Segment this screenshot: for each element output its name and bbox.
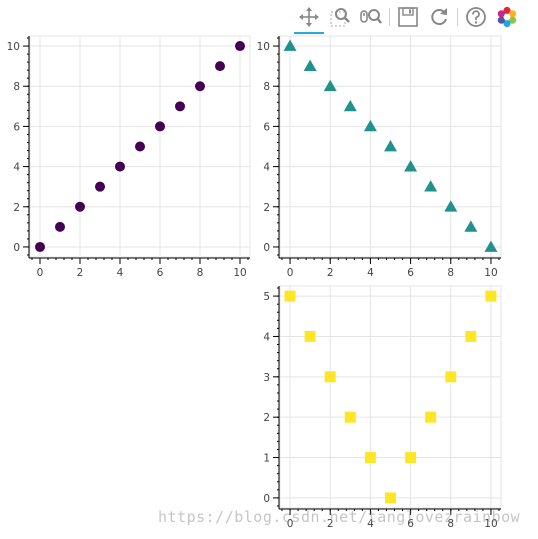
x-tick-label: 10 (484, 267, 497, 279)
bokeh-logo[interactable] (494, 4, 520, 30)
data-point-triangle (484, 240, 498, 252)
y-tick-label: 2 (263, 202, 270, 214)
y-tick-label: 0 (13, 242, 20, 254)
data-point-circle (115, 161, 125, 172)
y-tick-label: 2 (13, 202, 20, 214)
x-tick-label: 0 (287, 267, 294, 279)
data-point-triangle (404, 160, 418, 172)
x-tick-label: 4 (367, 267, 374, 279)
x-tick-label: 4 (117, 267, 124, 279)
data-point-circle (175, 101, 185, 112)
toolbar (294, 2, 525, 34)
x-tick-label: 0 (37, 267, 44, 279)
data-point-square (465, 330, 477, 342)
x-tick-label: 6 (407, 267, 414, 279)
y-tick-label: 6 (13, 121, 20, 133)
data-point-triangle (444, 200, 458, 212)
data-point-square (425, 411, 437, 423)
data-point-square (284, 290, 296, 302)
x-tick-label: 6 (157, 267, 164, 279)
data-point-triangle (323, 79, 337, 92)
reset-icon (431, 8, 447, 26)
help-tool[interactable] (463, 4, 489, 30)
x-tick-label: 2 (327, 267, 334, 279)
data-point-triangle (424, 180, 438, 192)
x-tick-label: 2 (327, 518, 334, 530)
wheel-zoom-tool[interactable] (358, 4, 384, 30)
plot-3: 0 2 4 6 8 10 0 1 2 3 4 5 (263, 285, 502, 530)
pan-icon (299, 7, 319, 27)
y-tick-label: 4 (13, 162, 20, 174)
x-tick-label: 10 (233, 267, 246, 279)
help-icon (466, 7, 486, 27)
data-point-triangle (343, 99, 357, 112)
data-point-circle (195, 81, 205, 92)
data-point-circle (135, 141, 145, 152)
plot-1: 0 2 4 6 8 10 0 2 4 6 8 10 (7, 35, 251, 279)
plot-frame[interactable] (279, 285, 502, 509)
data-point-triangle (363, 119, 377, 132)
data-point-square (344, 411, 356, 423)
y-tick-label: 8 (13, 81, 20, 93)
y-tick-label: 1 (263, 453, 270, 465)
data-point-circle (215, 61, 225, 72)
wheel-zoom-icon (360, 9, 382, 24)
x-tick-label: 4 (367, 518, 374, 530)
x-tick-label: 8 (447, 267, 454, 279)
data-point-square (445, 371, 457, 383)
x-tick-label: 2 (77, 267, 84, 279)
y-tick-label: 5 (263, 291, 270, 303)
box-zoom-tool[interactable] (327, 4, 353, 30)
data-point-circle (75, 201, 85, 212)
toolbar-separator (457, 8, 458, 26)
data-point-triangle (384, 140, 397, 152)
save-icon (398, 7, 418, 27)
data-point-circle (35, 241, 45, 252)
data-point-square (405, 452, 417, 464)
data-point-square (304, 330, 316, 342)
data-point-circle (95, 181, 105, 192)
x-tick-label: 0 (287, 518, 294, 530)
pan-tool[interactable] (294, 4, 324, 34)
y-tick-label: 4 (263, 331, 270, 343)
reset-tool[interactable] (426, 4, 452, 30)
y-tick-label: 10 (7, 41, 20, 53)
y-tick-label: 0 (263, 242, 270, 254)
data-point-square (324, 371, 336, 383)
y-tick-label: 2 (263, 412, 270, 424)
y-tick-label: 4 (263, 162, 270, 174)
y-tick-label: 6 (263, 121, 270, 133)
save-tool[interactable] (395, 4, 421, 30)
y-tick-label: 8 (263, 81, 270, 93)
x-tick-label: 10 (484, 518, 497, 530)
data-point-triangle (303, 59, 317, 72)
data-point-square (385, 492, 396, 504)
x-tick-label: 8 (447, 518, 454, 530)
toolbar-separator (389, 8, 390, 26)
data-point-triangle (283, 39, 297, 51)
y-tick-label: 10 (257, 41, 270, 53)
x-tick-label: 6 (407, 518, 414, 530)
x-tick-label: 8 (197, 267, 204, 279)
box-zoom-icon (330, 8, 350, 27)
data-point-circle (55, 221, 65, 232)
data-point-triangle (464, 220, 478, 232)
bokeh-logo-icon (497, 6, 517, 28)
data-point-square (485, 290, 497, 302)
y-tick-label: 3 (263, 372, 270, 384)
data-point-square (364, 452, 376, 464)
plot-2: 0 2 4 6 8 10 0 2 4 6 8 10 (257, 35, 502, 279)
data-point-circle (155, 121, 165, 132)
y-tick-label: 0 (263, 493, 270, 505)
data-point-circle (235, 41, 245, 52)
